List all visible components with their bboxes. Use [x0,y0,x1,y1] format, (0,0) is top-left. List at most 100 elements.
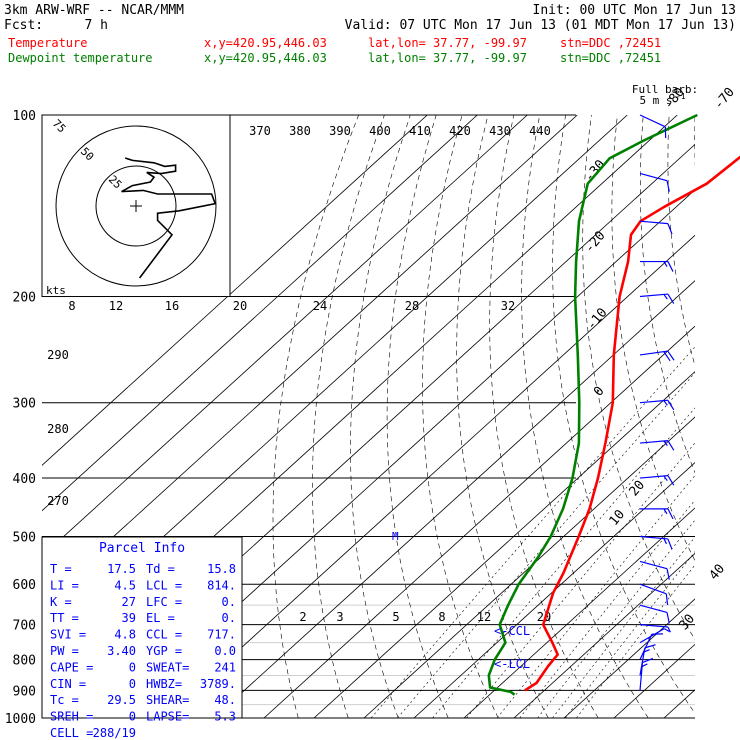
parcel-info-key: SREH = [50,710,93,724]
parcel-info-key: K = [50,595,72,609]
wind-barbs [639,114,675,691]
wind-barb-staff [639,647,646,676]
barb-key-title: Full barb: [632,83,698,96]
pressure-tick-label: 1000 [5,712,36,727]
parcel-info-value: 0.0 [214,644,236,658]
parcel-info-value: 17.5 [107,562,136,576]
mixing-ratio-tick-label: 8 [68,299,75,313]
hodograph-ring [95,165,177,247]
parcel-info-value: 0 [129,710,136,724]
wind-barb [640,260,674,272]
parcel-info-value: 5.3 [214,710,236,724]
theta-tick-label: 420 [449,124,471,138]
parcel-info-value: 0. [222,595,236,609]
level-annotation: <-CCL [494,624,530,638]
parcel-info-value: 3.40 [107,644,136,658]
isotherm-tick-label: -70 [711,85,738,113]
mixing-ratio-tick-label: 32 [501,299,515,313]
sounding-traces [487,113,740,696]
wind-barb [639,350,675,362]
dry-adiabat [422,115,499,718]
wind-barb-half [663,294,668,300]
wind-barb [639,293,675,304]
mixing-ratio-tick-label: 28 [405,299,419,313]
parcel-info-key: T = [50,562,72,576]
parcel-info-key: CCL = [146,628,182,642]
dry-adiabat [667,115,695,368]
wind-barb-staff [639,293,668,298]
parcel-info-value: 241 [214,660,236,674]
theta-tick-label: 290 [47,348,69,362]
isotherm-line [463,507,695,718]
pressure-tick-label: 800 [13,654,36,669]
isotherm-line [313,371,695,718]
parcel-info-key: LCL = [146,578,182,592]
theta-tick-label: 270 [47,494,69,508]
wind-barb-half [663,261,668,267]
wind-barb [639,583,669,605]
wind-barb [639,623,671,633]
wind-barb [639,172,670,192]
mixing-ratio-line [565,551,695,718]
theta-tick-label: 440 [529,124,551,138]
dewpoint-latlon: lat,lon= 37.77, -99.97 [368,51,527,65]
wind-barb [639,475,675,486]
parcel-info-value: 4.5 [114,578,136,592]
isotherm-tick-label: 20 [627,478,649,500]
parcel-info-frame [41,536,243,719]
wind-barb-flag [667,399,675,411]
wind-barb-flag [667,293,675,304]
wind-barb-flag [667,475,675,486]
wind-barb-staff [639,560,668,570]
mixing-ratio-tick-label: 8 [438,610,445,624]
dry-adiabat [611,115,695,562]
wind-barb [639,220,673,235]
temperature-station: stn=DDC ,72451 [560,36,661,50]
wind-barb-half [663,538,668,545]
dry-adiabat [694,115,695,167]
temperature-xy: x,y=420.95,446.03 [204,36,327,50]
mixing-ratio-tick-label: 3 [336,610,343,624]
wind-barb-staff [639,399,668,404]
isotherm-line [42,115,578,603]
barb-key-unit: -1 [676,92,686,101]
dry-adiabat [552,115,695,714]
pressure-tick-label: 600 [13,578,36,593]
wind-barb-flag [663,351,671,362]
pressure-tick-label: 100 [13,109,36,124]
parcel-info-key: SVI = [50,628,86,642]
theta-tick-label: 430 [489,124,511,138]
parcel-info-key: Tc = [50,693,79,707]
parcel-info-value: 39 [122,611,136,625]
pressure-tick-label: 700 [13,619,36,634]
isotherm-tick-label: 0 [591,384,608,400]
model-title: 3km ARW-WRF -- NCAR/MMM [4,3,184,18]
wind-barb [639,399,675,411]
parcel-info-key: CAPE = [50,660,93,674]
dewpoint-trace [487,113,698,696]
parcel-info-value: 717. [207,628,236,642]
dewpoint-xy: x,y=420.95,446.03 [204,51,327,65]
pressure-tick-label: 200 [13,291,36,306]
isotherm-line [563,598,695,718]
pressure-tick-label: 900 [13,684,36,699]
theta-tick-label: 400 [369,124,391,138]
dry-adiabat [489,115,599,718]
wind-barb-half [663,628,670,633]
dewpoint-station: stn=DDC ,72451 [560,51,661,65]
isotherm-line [513,552,695,718]
wind-barb-staff [639,633,653,660]
parcel-info-value: 48. [214,693,236,707]
hodograph-units-label: kts [46,284,66,297]
isotherm-line [42,115,478,512]
wind-barb [639,440,675,451]
theta-tick-label: 280 [47,422,69,436]
wind-barb-flag [667,538,673,550]
isotherm-line [42,115,428,466]
wind-barb-flag [664,126,667,139]
wind-barb [640,508,674,520]
parcel-info-key: EL = [146,611,175,625]
forecast-label: Fcst: [4,18,43,33]
parcel-info-box: Parcel Info T = 17.5 Td = 15.8 LI = 4.5 LCL = 81… [41,536,243,740]
wind-barb [639,604,670,624]
